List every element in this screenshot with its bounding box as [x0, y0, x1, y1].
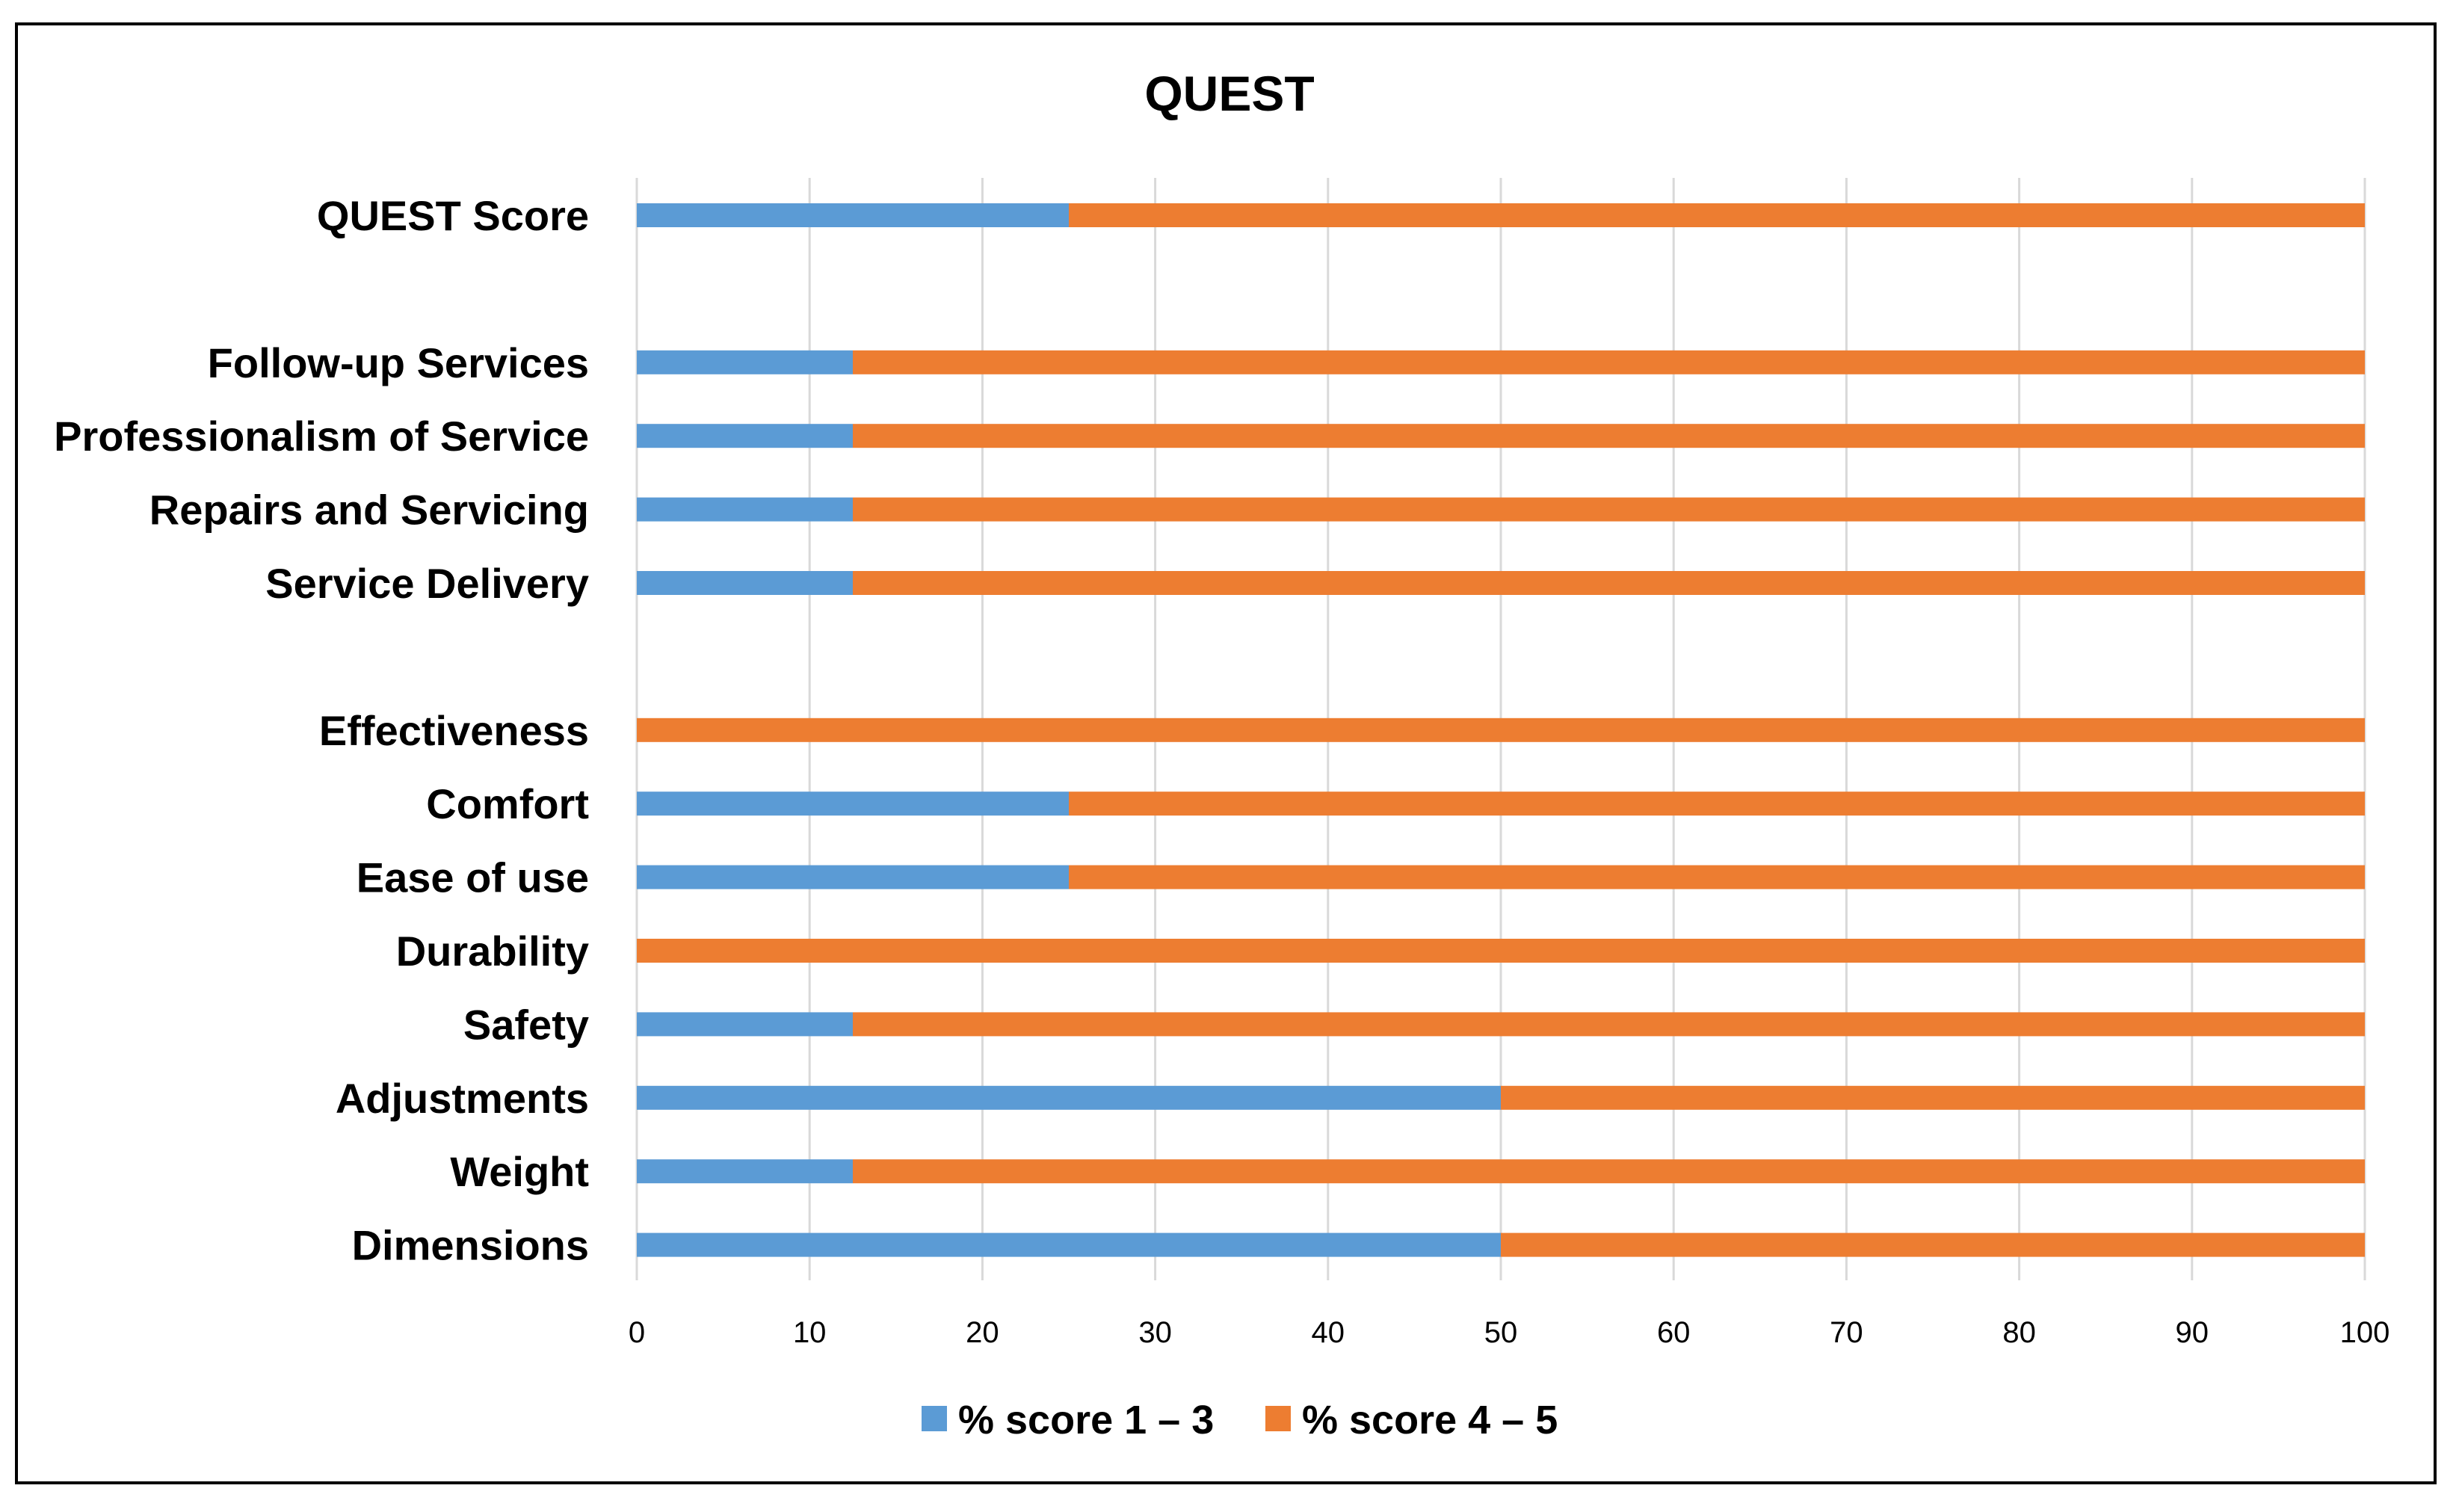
x-tick-label-40: 40 — [1312, 1316, 1345, 1349]
category-label-ease-of-use: Ease of use — [357, 854, 589, 901]
x-tick-label-0: 0 — [629, 1316, 645, 1349]
bar-score-1-3-quest-score — [637, 203, 1069, 227]
bar-score-1-3-follow-up-services — [637, 350, 853, 374]
category-label-weight: Weight — [450, 1148, 589, 1195]
legend-swatch-score-1-3 — [922, 1406, 947, 1431]
bar-score-1-3-dimensions — [637, 1232, 1501, 1257]
bar-score-1-3-service-delivery — [637, 571, 853, 595]
bar-score-4-5-comfort — [1069, 792, 2365, 816]
x-tick-label-50: 50 — [1484, 1316, 1518, 1349]
category-label-dimensions: Dimensions — [352, 1222, 589, 1269]
bars — [637, 203, 2365, 1257]
x-tick-label-30: 30 — [1138, 1316, 1172, 1349]
bar-score-1-3-professionalism-of-service — [637, 424, 853, 448]
bar-score-1-3-safety — [637, 1012, 853, 1037]
bar-score-4-5-durability — [637, 939, 2365, 963]
bar-score-4-5-dimensions — [1501, 1232, 2365, 1257]
x-tick-label-70: 70 — [1830, 1316, 1863, 1349]
x-tick-label-80: 80 — [2002, 1316, 2036, 1349]
bar-score-1-3-ease-of-use — [637, 865, 1069, 889]
bar-score-4-5-follow-up-services — [853, 350, 2365, 374]
bar-score-4-5-adjustments — [1501, 1085, 2365, 1110]
legend-label-score-4-5: % score 4 – 5 — [1302, 1398, 1558, 1442]
category-label-durability: Durability — [396, 928, 589, 975]
category-label-quest-score: QUEST Score — [317, 192, 589, 239]
x-tick-label-100: 100 — [2340, 1316, 2390, 1349]
bar-score-1-3-repairs-and-servicing — [637, 497, 853, 522]
category-labels: QUEST Score Follow-up Services Professiona… — [54, 192, 589, 1269]
bar-score-4-5-repairs-and-servicing — [853, 497, 2365, 522]
category-label-safety: Safety — [463, 1001, 589, 1048]
x-tick-label-10: 10 — [793, 1316, 827, 1349]
legend-label-score-1-3: % score 1 – 3 — [958, 1398, 1214, 1442]
bar-score-4-5-weight — [853, 1159, 2365, 1184]
x-tick-label-60: 60 — [1657, 1316, 1691, 1349]
x-axis-ticks: 0 10 20 30 40 50 60 70 80 90 100 — [629, 1316, 2390, 1349]
bar-score-1-3-adjustments — [637, 1085, 1501, 1110]
x-tick-label-90: 90 — [2176, 1316, 2209, 1349]
category-label-comfort: Comfort — [426, 780, 589, 827]
category-label-adjustments: Adjustments — [336, 1075, 589, 1122]
x-tick-label-20: 20 — [966, 1316, 999, 1349]
bar-score-4-5-professionalism-of-service — [853, 424, 2365, 448]
chart-title: QUEST — [1144, 66, 1314, 121]
bar-score-1-3-weight — [637, 1159, 853, 1184]
category-label-professionalism-of-service: Professionalism of Service — [54, 413, 589, 460]
legend-swatch-score-4-5 — [1265, 1406, 1291, 1431]
bar-score-4-5-safety — [853, 1012, 2365, 1037]
bar-score-4-5-service-delivery — [853, 571, 2365, 595]
category-label-repairs-and-servicing: Repairs and Servicing — [149, 487, 589, 534]
bar-score-4-5-ease-of-use — [1069, 865, 2365, 889]
bar-score-1-3-comfort — [637, 792, 1069, 816]
chart-frame — [15, 22, 2437, 1484]
category-label-service-delivery: Service Delivery — [265, 560, 589, 607]
bar-score-4-5-quest-score — [1069, 203, 2365, 227]
bar-score-4-5-effectiveness — [637, 718, 2365, 742]
category-label-effectiveness: Effectiveness — [319, 707, 589, 754]
category-label-follow-up-services: Follow-up Services — [208, 339, 589, 386]
legend: % score 1 – 3 % score 4 – 5 — [922, 1398, 1558, 1442]
